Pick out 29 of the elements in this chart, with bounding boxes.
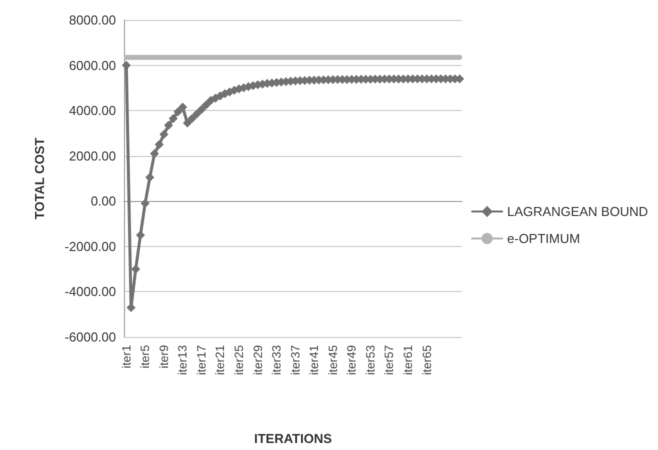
y-tick-label: 2000.00 [69, 148, 116, 164]
x-tick-label: iter37 [288, 344, 302, 376]
x-tick-label: iter13 [176, 344, 190, 376]
x-tick-label: iter57 [382, 344, 396, 376]
x-tick-label: iter61 [401, 344, 416, 376]
legend-label: e-OPTIMUM [507, 231, 580, 246]
x-tick-label: iter33 [270, 344, 284, 376]
x-tick-label: iter9 [156, 344, 171, 368]
y-tick-label: -4000.00 [64, 284, 116, 300]
y-tick-label: 0.00 [90, 194, 116, 209]
y-tick-label: 8000.00 [69, 12, 116, 28]
x-tick-label: iter53 [363, 344, 378, 376]
x-tick-label: iter49 [344, 344, 359, 376]
x-axis-title: ITERATIONS [254, 431, 332, 446]
legend-label: LAGRANGEAN BOUND [507, 204, 648, 219]
x-tick-label: iter5 [138, 344, 152, 368]
y-tick-label: 6000.00 [69, 58, 116, 73]
x-tick-label: iter21 [213, 344, 228, 376]
x-tick-label: iter45 [326, 344, 340, 376]
y-tick-label: -2000.00 [64, 238, 116, 254]
y-tick-label: -6000.00 [64, 330, 116, 344]
x-tick-label: iter25 [232, 344, 246, 376]
y-axis-title: TOTAL COST [32, 138, 47, 220]
x-tick-label: iter41 [307, 344, 322, 376]
y-tick-label: 4000.00 [69, 103, 116, 118]
x-tick-label: iter65 [420, 344, 434, 376]
x-tick-label: iter1 [119, 344, 134, 368]
x-tick-label: iter29 [250, 344, 265, 376]
x-tick-label: iter17 [194, 344, 208, 376]
